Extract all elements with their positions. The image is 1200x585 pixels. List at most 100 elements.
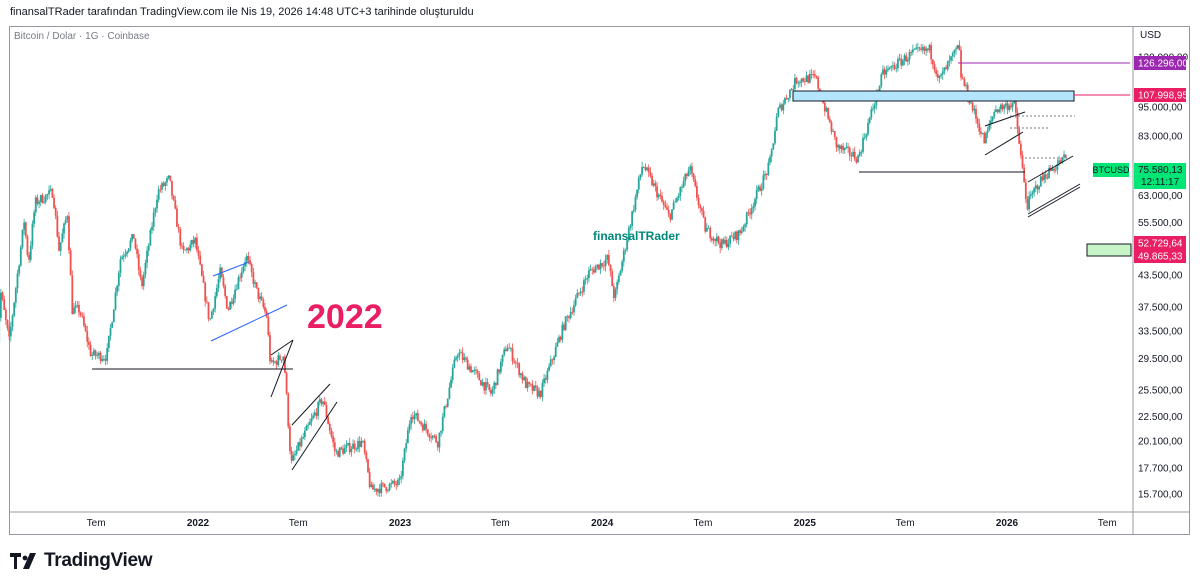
candle <box>421 422 424 433</box>
candle <box>785 94 788 100</box>
candle <box>58 231 60 252</box>
candle-body <box>267 316 270 336</box>
candle <box>109 323 112 341</box>
candle-body <box>428 434 431 438</box>
candle <box>9 321 12 342</box>
candle-body <box>579 291 582 294</box>
candle-body <box>303 430 306 438</box>
candle <box>267 312 270 337</box>
candle <box>423 419 426 431</box>
candle <box>320 398 323 407</box>
currency-label[interactable]: USD <box>1140 30 1162 41</box>
candle-body <box>965 84 967 86</box>
candle <box>563 322 565 332</box>
candle-body <box>76 304 79 306</box>
chart-frame[interactable] <box>9 26 1190 535</box>
candle-body <box>1038 186 1041 190</box>
candle <box>468 363 471 372</box>
candle <box>292 451 295 462</box>
candle <box>186 246 188 254</box>
candle-body <box>453 359 456 368</box>
candle-body <box>222 277 225 287</box>
candle-body <box>179 228 182 246</box>
candle <box>802 77 805 83</box>
candle-body <box>292 455 295 461</box>
candle <box>513 357 516 365</box>
candle-body <box>612 286 615 299</box>
candle <box>435 433 438 444</box>
candle-body <box>436 442 439 448</box>
candle <box>104 354 107 366</box>
price-tag-label: 126.296,00 <box>1138 59 1188 70</box>
candle <box>737 229 740 246</box>
candle <box>882 65 884 76</box>
candle-body <box>205 301 208 303</box>
candle <box>1000 103 1002 114</box>
candle <box>353 440 356 454</box>
candle <box>596 264 599 270</box>
tradingview-brand[interactable]: TradingView <box>10 549 153 573</box>
candle-body <box>998 109 1001 113</box>
candle-body <box>137 254 140 271</box>
candle-body <box>523 377 526 381</box>
candle <box>749 207 751 219</box>
candle <box>632 205 635 214</box>
candle <box>727 238 730 251</box>
candle-body <box>405 443 408 449</box>
candle <box>332 431 335 448</box>
candle-body <box>898 58 901 60</box>
candle-body <box>117 272 120 286</box>
candle-body <box>951 53 954 57</box>
candle <box>191 239 193 249</box>
candle <box>993 109 996 120</box>
candle <box>687 166 690 177</box>
candle <box>496 368 499 386</box>
candle <box>885 65 888 79</box>
candle <box>363 438 366 456</box>
price-tag-label: 49.865,33 <box>1138 252 1183 263</box>
candle <box>622 247 625 267</box>
candle-body <box>692 173 695 180</box>
candle-body <box>840 145 843 149</box>
candle <box>387 488 389 493</box>
candle-body <box>197 250 200 256</box>
candle-body <box>599 263 602 270</box>
candle <box>800 78 803 88</box>
candle <box>657 193 660 200</box>
candle <box>734 231 737 241</box>
candle-body <box>107 335 110 348</box>
candle-body <box>985 132 987 144</box>
candle-body <box>382 483 384 485</box>
candle <box>790 87 793 91</box>
candle <box>395 481 398 490</box>
candle-body <box>69 250 72 276</box>
candle-body <box>172 195 175 200</box>
candle-body <box>548 366 550 371</box>
candle-body <box>734 231 737 240</box>
candle-body <box>385 487 388 491</box>
candle <box>787 97 790 103</box>
candle <box>438 432 441 453</box>
candle-body <box>43 201 45 203</box>
candle-body <box>619 271 622 276</box>
candle <box>694 175 697 188</box>
candle-body <box>1009 105 1012 108</box>
candle-body <box>832 131 835 132</box>
candle-body <box>764 173 766 176</box>
candle-body <box>279 355 281 360</box>
candle-body <box>923 47 926 51</box>
candle <box>295 445 298 456</box>
candle-body <box>260 296 263 300</box>
candle <box>558 334 560 344</box>
x-tick-label: Tem <box>694 518 713 529</box>
candle-body <box>398 478 401 480</box>
candle-body <box>568 316 570 319</box>
candle-body <box>946 61 949 70</box>
candle <box>835 136 838 152</box>
candle <box>335 448 338 455</box>
candle <box>784 96 786 105</box>
candle <box>347 442 349 447</box>
candle <box>652 179 655 188</box>
candle-body <box>488 384 491 391</box>
